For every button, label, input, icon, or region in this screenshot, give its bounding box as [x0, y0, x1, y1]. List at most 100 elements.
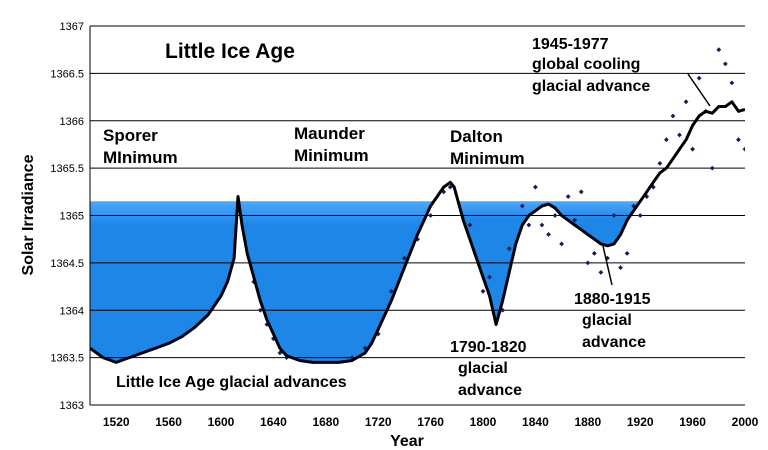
- x-tick-label: 1920: [627, 415, 654, 429]
- x-tick-label: 1520: [103, 415, 130, 429]
- x-tick-label: 1720: [365, 415, 392, 429]
- data-point: [709, 165, 715, 171]
- x-tick-label: 1840: [522, 415, 549, 429]
- data-point: [480, 288, 486, 294]
- x-tick-label: 1680: [312, 415, 339, 429]
- svg-text:Dalton: Dalton: [450, 127, 503, 146]
- data-point: [637, 213, 643, 218]
- y-tick-label: 1364: [60, 305, 84, 317]
- fill-region-2: [238, 201, 434, 363]
- data-point: [618, 265, 623, 271]
- data-point: [257, 307, 263, 313]
- x-tick-label: 1560: [155, 415, 182, 429]
- data-point: [349, 355, 355, 361]
- svg-text:advance: advance: [582, 334, 646, 351]
- data-point: [546, 232, 551, 237]
- annotation-sporer: Sporer MInimum: [103, 126, 178, 167]
- y-axis-title: Solar Irradiance: [20, 154, 37, 275]
- data-point: [722, 61, 728, 67]
- data-point: [591, 251, 597, 256]
- data-point: [670, 113, 676, 119]
- svg-text:Maunder: Maunder: [294, 124, 365, 143]
- y-tick-label: 1365: [60, 211, 84, 223]
- y-tick-label: 1366: [60, 116, 84, 128]
- annotation-1880-1915: 1880-1915 glacial advance: [574, 291, 651, 351]
- y-tick-label: 1363: [60, 400, 84, 412]
- annotation-1790-1820: 1790-1820 glacial advance: [450, 339, 527, 399]
- data-point: [447, 184, 453, 190]
- data-point: [736, 137, 741, 143]
- y-tick-label: 1367: [60, 21, 84, 33]
- data-point: [467, 222, 473, 228]
- tick-labels: 1363 1363.5 1364 1364.5 1365 1365.5 1366 1366.5…: [50, 21, 758, 429]
- svg-text:1945-1977: 1945-1977: [532, 36, 609, 53]
- data-point: [690, 146, 695, 152]
- data-point: [578, 189, 584, 195]
- y-tick-label: 1363.5: [50, 353, 84, 365]
- scatter-points: [251, 47, 745, 361]
- x-tick-label: 1640: [260, 415, 287, 429]
- svg-text:MInimum: MInimum: [103, 148, 178, 167]
- data-point: [539, 222, 545, 228]
- svg-text:global cooling: global cooling: [532, 56, 640, 73]
- data-point: [611, 213, 617, 218]
- data-point: [428, 213, 433, 218]
- x-tick-label: 1760: [417, 415, 444, 429]
- y-tick-label: 1366.5: [50, 68, 84, 80]
- data-point: [526, 222, 532, 228]
- x-tick-label: 1960: [679, 415, 706, 429]
- arrow-global-cooling: [687, 73, 711, 107]
- data-point: [742, 146, 745, 152]
- annotation-maunder: Maunder Minimum: [294, 124, 369, 165]
- data-point: [729, 80, 735, 86]
- annotation-dalton: Dalton Minimum: [450, 127, 525, 168]
- data-point: [402, 255, 407, 261]
- data-point: [487, 274, 492, 280]
- x-tick-label: 2000: [732, 415, 759, 429]
- data-point: [552, 213, 558, 218]
- arrow-1880-1915: [602, 245, 613, 286]
- svg-text:glacial: glacial: [458, 360, 508, 377]
- svg-text:1790-1820: 1790-1820: [450, 339, 527, 356]
- data-point: [696, 75, 702, 81]
- x-tick-label: 1600: [208, 415, 235, 429]
- data-point: [585, 260, 591, 266]
- y-tick-label: 1364.5: [50, 258, 84, 270]
- data-point: [572, 217, 578, 223]
- svg-text:advance: advance: [458, 382, 522, 399]
- x-axis-title: Year: [390, 433, 424, 450]
- annotation-lia-advances: Little Ice Age glacial advances: [116, 374, 347, 391]
- data-point: [664, 137, 669, 143]
- data-point: [598, 269, 604, 275]
- data-point: [506, 246, 512, 252]
- x-tick-label: 1800: [470, 415, 497, 429]
- grid-lines: [89, 25, 745, 406]
- data-point: [559, 241, 564, 247]
- svg-text:glacial: glacial: [582, 312, 632, 329]
- svg-text:glacial advance: glacial advance: [532, 78, 650, 95]
- data-point: [644, 194, 650, 199]
- data-point: [388, 288, 394, 294]
- svg-text:Minimum: Minimum: [294, 146, 369, 165]
- data-point: [677, 132, 682, 138]
- y-tick-label: 1365.5: [50, 163, 84, 175]
- data-point: [533, 184, 538, 190]
- data-point: [624, 251, 630, 256]
- fill-region-1: [90, 201, 238, 363]
- data-point: [657, 160, 663, 166]
- data-point: [716, 47, 722, 53]
- data-point: [565, 194, 571, 199]
- data-point: [284, 355, 289, 361]
- chart-title: Little Ice Age: [165, 40, 295, 63]
- data-point: [375, 331, 381, 337]
- annotation-global-cooling: 1945-1977 global cooling glacial advance: [532, 36, 650, 95]
- svg-text:Minimum: Minimum: [450, 149, 525, 168]
- data-point: [415, 236, 420, 242]
- data-point: [519, 203, 525, 209]
- svg-text:1880-1915: 1880-1915: [574, 291, 651, 308]
- data-point: [683, 99, 689, 105]
- svg-text:Sporer: Sporer: [103, 126, 158, 145]
- irradiance-line: [90, 100, 745, 364]
- x-tick-label: 1880: [574, 415, 601, 429]
